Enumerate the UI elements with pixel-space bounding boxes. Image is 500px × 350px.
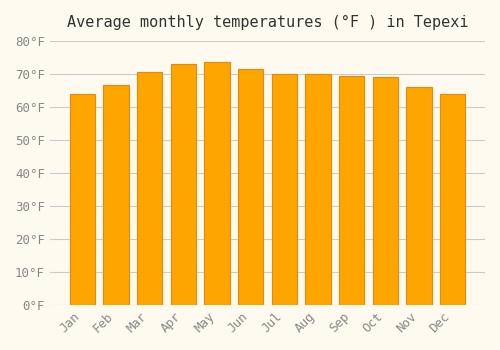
Bar bbox=[104, 85, 128, 305]
Bar bbox=[372, 77, 398, 305]
Bar bbox=[272, 74, 297, 305]
Bar bbox=[440, 94, 465, 305]
Bar bbox=[306, 74, 330, 305]
Bar bbox=[170, 64, 196, 305]
Bar bbox=[406, 87, 432, 305]
Bar bbox=[339, 76, 364, 305]
Title: Average monthly temperatures (°F ) in Tepexi: Average monthly temperatures (°F ) in Te… bbox=[66, 15, 468, 30]
Bar bbox=[70, 94, 95, 305]
Bar bbox=[238, 69, 263, 305]
Bar bbox=[204, 62, 230, 305]
Bar bbox=[137, 72, 162, 305]
